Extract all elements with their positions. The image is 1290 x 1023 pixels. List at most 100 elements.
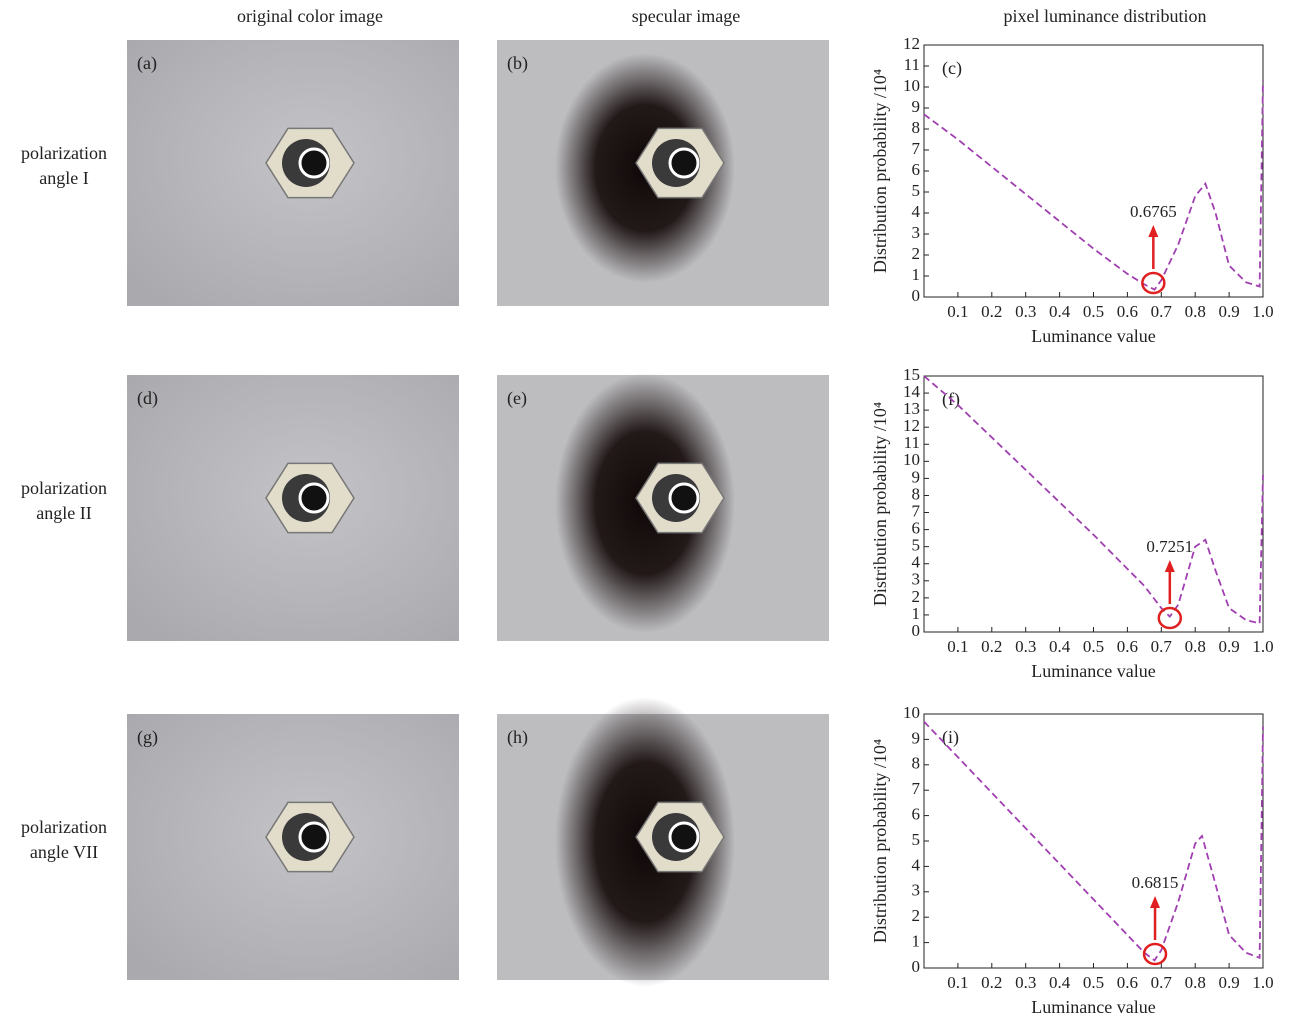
y-tick-label: 11 (904, 55, 920, 74)
x-tick-label: 0.4 (1049, 637, 1071, 656)
row-label: angle VII (30, 842, 98, 862)
x-tick-label: 0.8 (1185, 973, 1206, 992)
x-tick-label: 0.5 (1083, 302, 1104, 321)
nut-ring (668, 147, 700, 179)
y-tick-label: 7 (912, 779, 921, 798)
y-tick-label: 1 (912, 604, 921, 623)
color-image (127, 40, 459, 306)
y-tick-label: 14 (903, 382, 921, 401)
panel-label: (h) (507, 727, 528, 748)
y-tick-label: 0 (912, 621, 921, 640)
plot-frame (923, 44, 1264, 298)
specular-image (497, 697, 829, 987)
x-axis-title: Luminance value (1031, 661, 1155, 681)
annotation-circle (1142, 942, 1168, 966)
y-tick-label: 6 (912, 519, 921, 538)
y-tick-label: 9 (912, 467, 921, 486)
nut-ring (668, 821, 700, 853)
color-image (127, 714, 459, 980)
row-label: angle II (36, 503, 91, 523)
y-tick-label: 6 (912, 805, 921, 824)
y-tick-label: 1 (912, 265, 921, 284)
column-header: specular image (632, 6, 740, 26)
y-tick-label: 3 (912, 570, 921, 589)
y-tick-label: 0 (912, 957, 921, 976)
x-tick-label: 0.9 (1218, 973, 1239, 992)
annotation-label: 0.6765 (1130, 202, 1177, 221)
y-tick-label: 4 (912, 553, 921, 572)
x-tick-label: 0.5 (1083, 637, 1104, 656)
x-tick-label: 0.7 (1151, 302, 1173, 321)
y-tick-label: 11 (904, 433, 920, 452)
panel-label: (e) (507, 388, 527, 409)
panel-label: (g) (137, 727, 158, 748)
x-tick-label: 0.7 (1151, 637, 1173, 656)
x-tick-label: 0.1 (947, 973, 968, 992)
specular-image (497, 40, 829, 306)
nut-ring (298, 482, 330, 514)
x-tick-label: 0.2 (981, 637, 1002, 656)
data-line (923, 80, 1264, 291)
y-tick-label: 12 (903, 34, 920, 53)
y-tick-label: 8 (912, 118, 921, 137)
y-tick-label: 15 (903, 365, 920, 384)
x-axis-title: Luminance value (1031, 326, 1155, 346)
y-tick-label: 6 (912, 160, 921, 179)
nut-ring (298, 821, 330, 853)
nut-ring (668, 482, 700, 514)
x-tick-label: 1.0 (1252, 302, 1273, 321)
x-tick-label: 0.3 (1015, 302, 1036, 321)
color-image (127, 375, 459, 641)
x-tick-label: 0.8 (1185, 302, 1206, 321)
x-tick-label: 0.9 (1218, 637, 1239, 656)
panel-label: (d) (137, 388, 158, 409)
column-header: pixel luminance distribution (1004, 6, 1207, 26)
y-axis-title: Distribution probability /10⁴ (870, 402, 890, 606)
plot-frame (923, 713, 1264, 969)
specular-image (497, 373, 829, 641)
panel-label: (c) (942, 58, 962, 79)
y-tick-label: 8 (912, 484, 921, 503)
panel-label: (b) (507, 53, 528, 74)
y-tick-label: 2 (912, 906, 921, 925)
x-tick-label: 1.0 (1252, 973, 1273, 992)
nut-ring (298, 147, 330, 179)
row-label: angle I (39, 168, 88, 188)
y-tick-label: 10 (903, 76, 920, 95)
y-tick-label: 1 (912, 932, 921, 951)
row-label: polarization (21, 817, 107, 837)
y-tick-label: 3 (912, 881, 921, 900)
x-tick-label: 0.4 (1049, 302, 1071, 321)
x-tick-label: 1.0 (1252, 637, 1273, 656)
column-header: original color image (237, 6, 383, 26)
y-tick-label: 13 (903, 399, 920, 418)
y-tick-label: 7 (912, 501, 921, 520)
y-axis-title: Distribution probability /10⁴ (870, 69, 890, 273)
x-tick-label: 0.8 (1185, 637, 1206, 656)
annotation-circle (1141, 271, 1166, 295)
x-axis-title: Luminance value (1031, 997, 1155, 1017)
row-label: polarization (21, 478, 107, 498)
data-line (923, 375, 1264, 625)
y-tick-label: 4 (912, 855, 921, 874)
x-tick-label: 0.2 (981, 973, 1002, 992)
y-tick-label: 2 (912, 587, 921, 606)
x-tick-label: 0.6 (1117, 973, 1138, 992)
x-tick-label: 0.7 (1151, 973, 1173, 992)
row-label: polarization (21, 143, 107, 163)
y-tick-label: 10 (903, 450, 920, 469)
y-axis-title: Distribution probability /10⁴ (870, 739, 890, 943)
x-tick-label: 0.2 (981, 302, 1002, 321)
annotation-label: 0.6815 (1132, 873, 1179, 892)
y-tick-label: 2 (912, 244, 921, 263)
x-tick-label: 0.1 (947, 637, 968, 656)
x-tick-label: 0.1 (947, 302, 968, 321)
y-tick-label: 5 (912, 536, 921, 555)
y-tick-label: 5 (912, 181, 921, 200)
y-tick-label: 7 (912, 139, 921, 158)
y-tick-label: 10 (903, 703, 920, 722)
y-tick-label: 4 (912, 202, 921, 221)
y-tick-label: 0 (912, 286, 921, 305)
y-tick-label: 3 (912, 223, 921, 242)
